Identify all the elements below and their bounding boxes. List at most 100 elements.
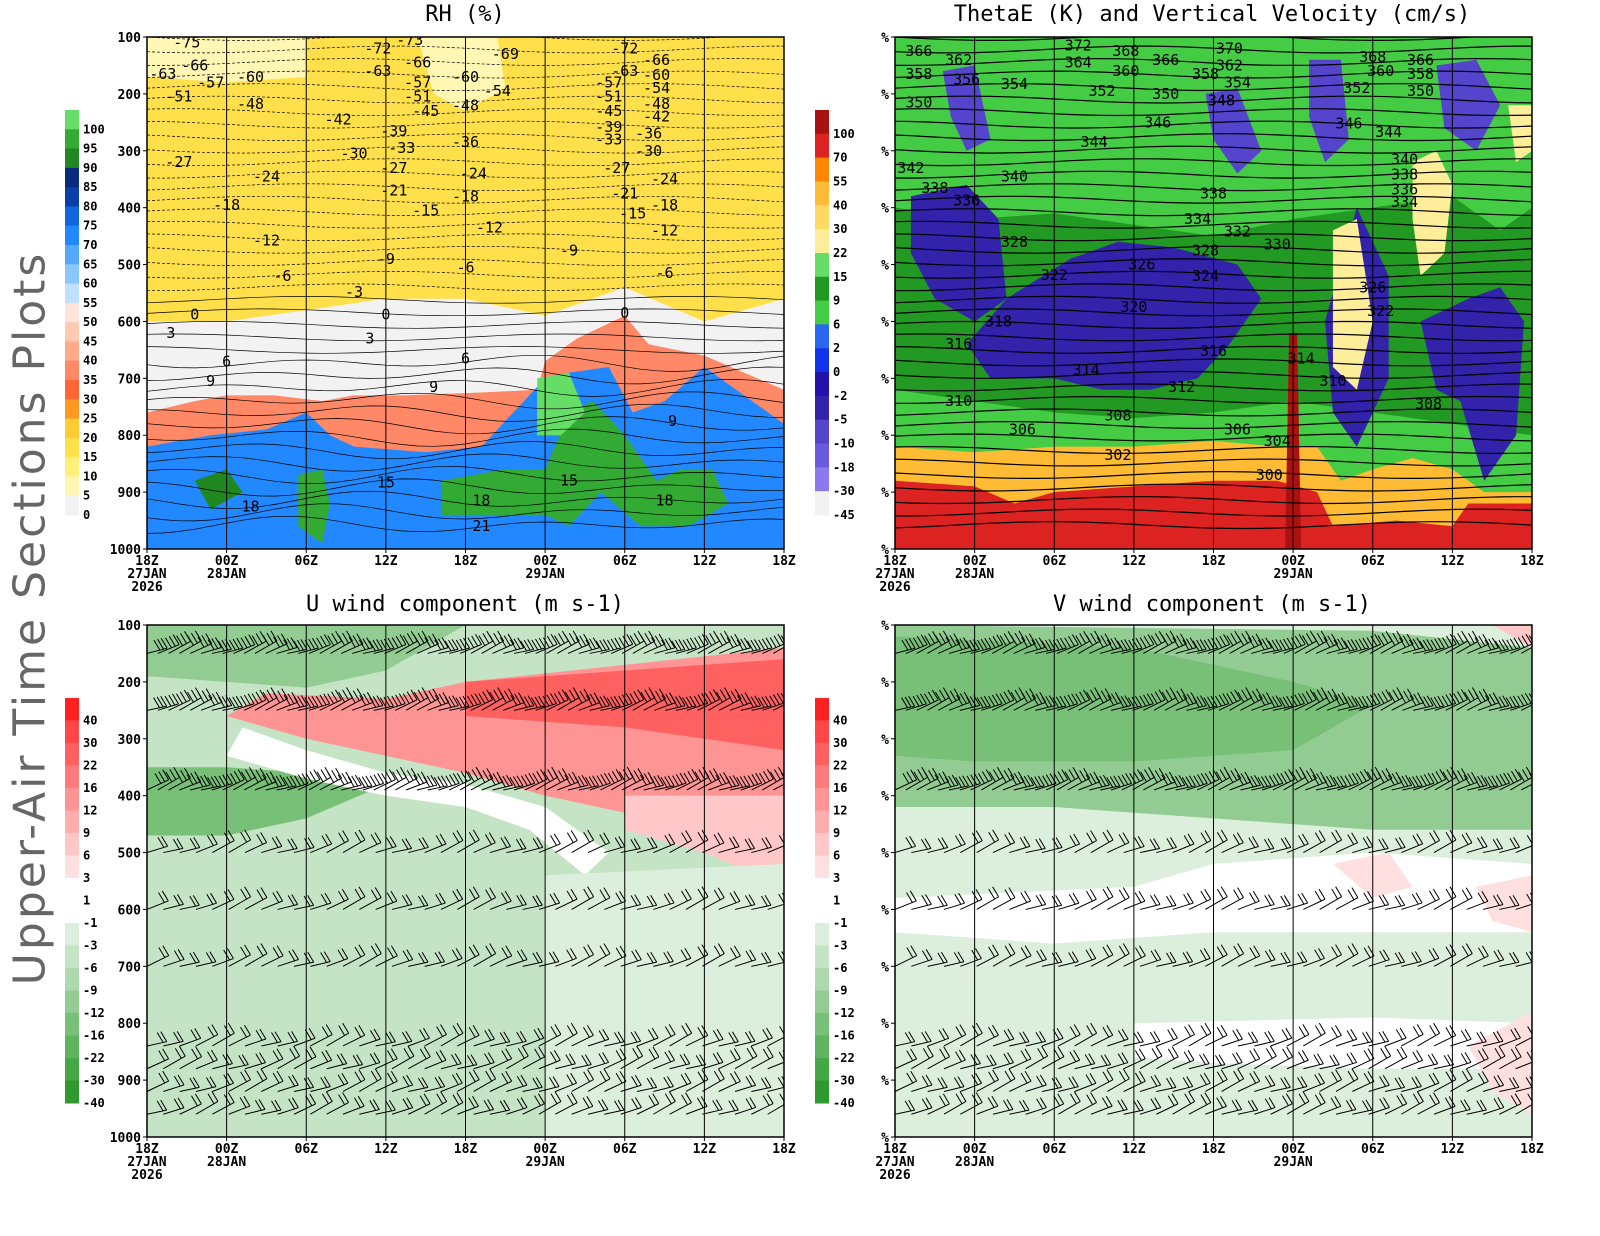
rh-colorbar-label: 45 — [83, 334, 97, 348]
wind-barb — [522, 1093, 545, 1115]
v-wind-y-tick-label: % — [881, 1131, 889, 1146]
wind-barb — [228, 944, 251, 967]
wind-barb — [277, 838, 298, 854]
wind-barb — [473, 1068, 497, 1092]
wind-barb — [195, 1049, 218, 1070]
v-wind-colorbar-swatch — [815, 968, 829, 991]
thetae-x-tick-label: 12Z — [1122, 554, 1146, 569]
wind-barb — [1025, 838, 1046, 854]
thetae-field-upper-yellow — [1412, 150, 1453, 276]
wind-barb — [359, 1052, 381, 1070]
wind-barb — [571, 1096, 594, 1115]
wind-barb — [719, 775, 740, 791]
wind-barb — [1139, 949, 1162, 967]
thetae-colorbar-swatch — [815, 157, 829, 182]
wind-barb — [326, 889, 349, 910]
u-wind-colorbar-swatch — [65, 1080, 79, 1104]
wind-barb — [1261, 639, 1283, 654]
wind-barb — [228, 1054, 249, 1070]
wind-barb — [1143, 689, 1166, 711]
wind-barb — [587, 832, 611, 854]
thetae-contour-label: 326 — [1128, 256, 1155, 274]
wind-barb — [1450, 832, 1473, 854]
wind-barb — [1110, 639, 1131, 654]
thetae-colorbar-label: 22 — [833, 246, 847, 260]
wind-barb — [981, 634, 1004, 654]
wind-barb — [326, 1053, 348, 1070]
wind-barb — [457, 1095, 479, 1115]
rh-colorbar-label: 55 — [83, 296, 97, 310]
wind-barb — [697, 768, 720, 791]
u-wind-y-tick-label: 700 — [118, 960, 142, 975]
wind-barb — [1188, 888, 1212, 910]
wind-barb — [1172, 1049, 1195, 1070]
wind-barb — [506, 949, 528, 967]
wind-barb — [1107, 1028, 1129, 1047]
wind-barb — [740, 695, 762, 711]
wind-barb — [751, 1093, 774, 1115]
wind-barb — [992, 1052, 1014, 1070]
rh-x-tick-label: 12Z — [693, 554, 717, 569]
wind-barb — [1466, 1048, 1489, 1070]
thetae-contour-label: 342 — [897, 159, 924, 177]
wind-barb — [1090, 1069, 1114, 1092]
rh-x-tick-label: 12Z — [374, 554, 398, 569]
u-wind-colorbar-label: -30 — [83, 1074, 105, 1088]
thetae-colorbar-label: -2 — [833, 389, 847, 403]
wind-barb — [1450, 1068, 1473, 1092]
wind-barb — [589, 772, 611, 791]
wind-barb — [457, 1069, 480, 1092]
wind-barb — [1319, 1096, 1342, 1115]
wind-barb — [310, 892, 332, 910]
wind-barb — [1218, 768, 1242, 791]
rh-field-saturated-a — [194, 469, 243, 510]
rh-contour-label: -24 — [651, 170, 678, 188]
wind-barb — [200, 691, 223, 711]
wind-barb — [163, 1031, 184, 1047]
wind-barb — [179, 1077, 200, 1092]
wind-barb — [391, 894, 413, 910]
wind-barb — [1319, 1054, 1340, 1070]
wind-barb — [538, 892, 561, 910]
thetae-y-tick-label: % — [881, 259, 889, 274]
rh-colorbar-label: 60 — [83, 277, 97, 291]
wind-barb — [1499, 837, 1520, 854]
wind-barb — [473, 1028, 495, 1047]
rh-colorbar-label: 50 — [83, 315, 97, 329]
wind-barb — [1359, 633, 1382, 654]
wind-barb — [449, 637, 470, 654]
u-wind-colorbar-label: -16 — [83, 1029, 105, 1043]
wind-barb — [1286, 1050, 1309, 1070]
wind-barb — [767, 1024, 784, 1047]
wind-barb — [513, 695, 535, 711]
wind-barb — [751, 1027, 773, 1047]
wind-barb — [927, 895, 948, 910]
wind-barb — [555, 1053, 576, 1070]
rh-contour-label: -33 — [595, 130, 622, 148]
wind-barb — [1107, 832, 1130, 854]
rh-colorbar-label: 0 — [83, 508, 90, 522]
wind-barb — [669, 1053, 691, 1070]
rh-y-tick-label: 300 — [118, 145, 142, 160]
rh-contour-label: -27 — [165, 153, 192, 171]
v-wind-y-tick-label: % — [881, 1074, 889, 1089]
rh-y-tick-label: 500 — [118, 259, 142, 274]
u-wind-colorbar-swatch — [65, 923, 79, 946]
wind-barb — [1207, 634, 1230, 654]
thetae-contour-label: 328 — [1192, 241, 1219, 259]
wind-barb — [1175, 637, 1197, 654]
thetae-colorbar-swatch — [815, 491, 829, 516]
wind-barb — [470, 768, 494, 791]
wind-barb — [1254, 949, 1276, 967]
v-wind-colorbar-swatch — [815, 1013, 829, 1036]
wind-barb — [1188, 948, 1211, 967]
wind-barb — [1286, 1091, 1310, 1115]
wind-barb — [1237, 836, 1259, 854]
v-wind-colorbar-label: -6 — [833, 961, 847, 975]
thetae-contour-label: 366 — [1407, 51, 1434, 69]
wind-barb — [319, 767, 343, 791]
wind-barb — [1121, 695, 1142, 711]
wind-barb — [1237, 1031, 1259, 1047]
wind-barb — [911, 1097, 933, 1115]
wind-barb — [416, 633, 439, 654]
